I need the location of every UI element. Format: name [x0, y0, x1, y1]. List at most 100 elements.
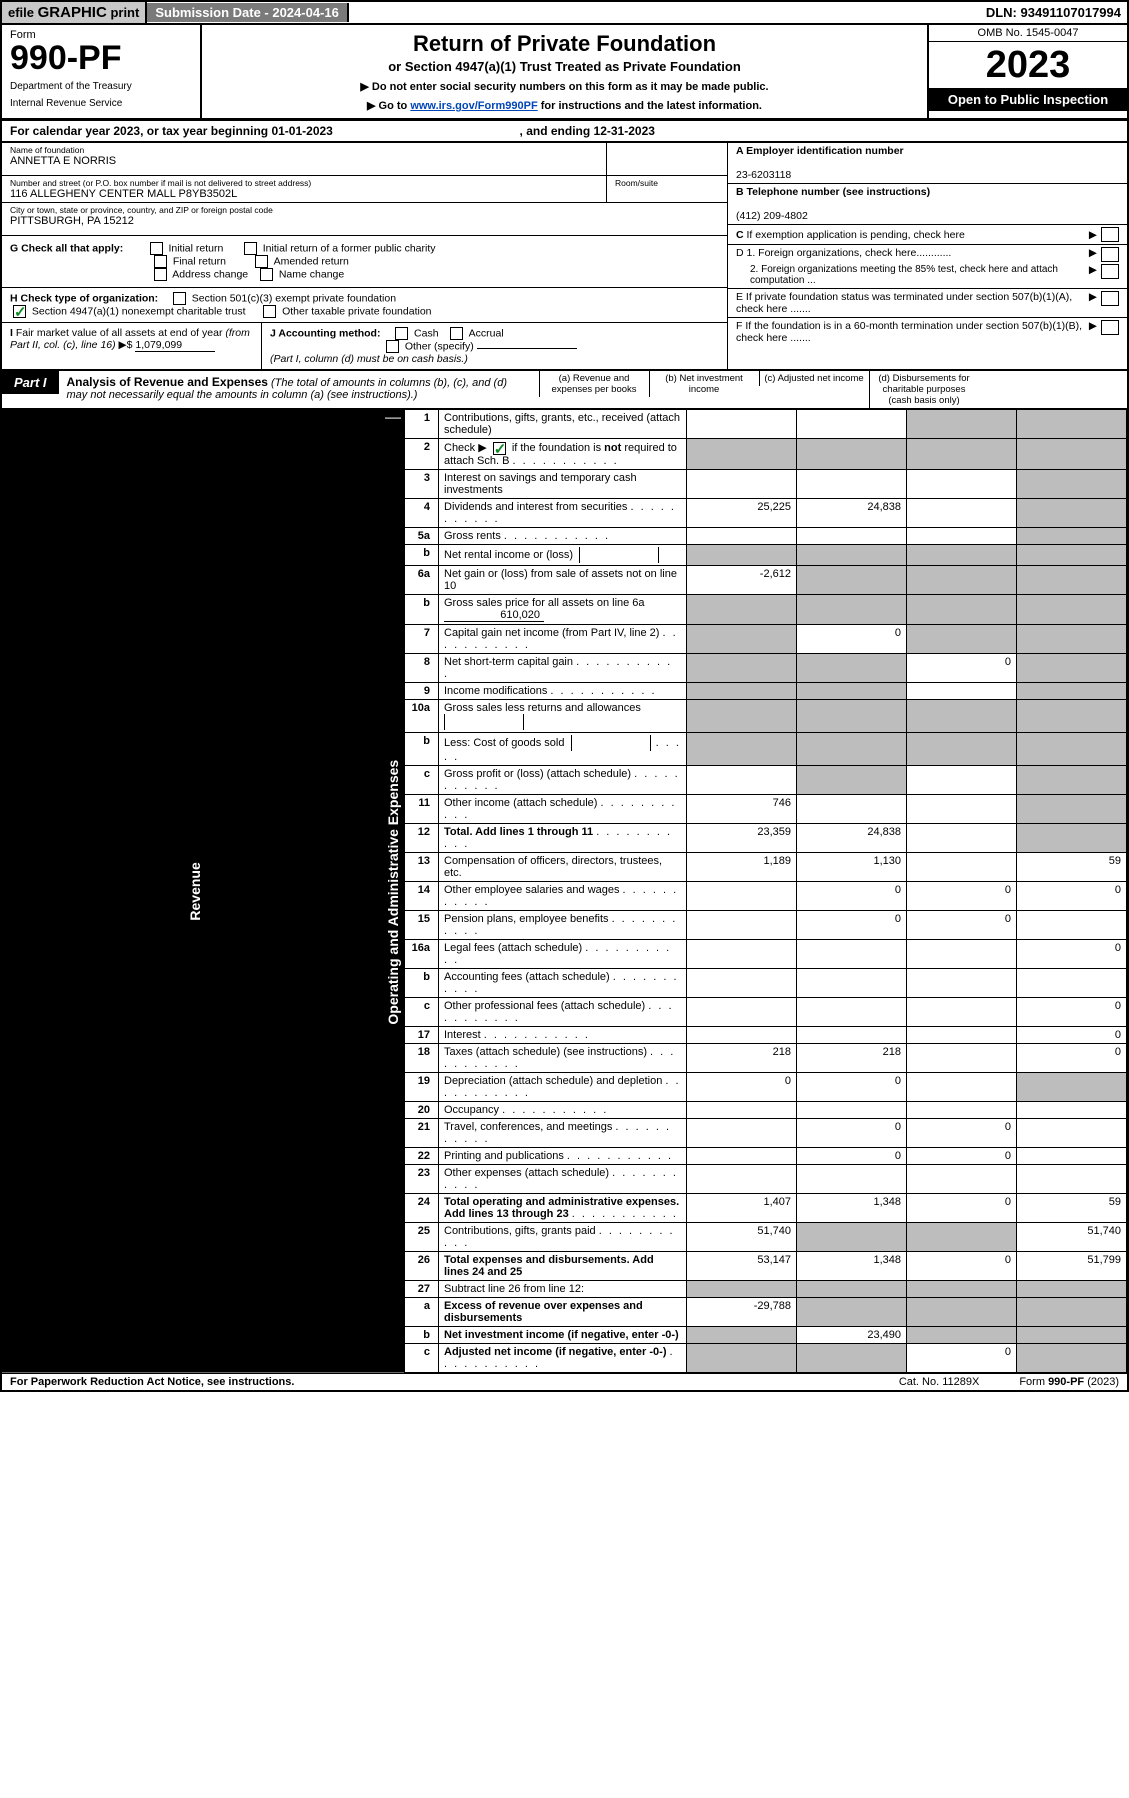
4947a1-checkbox[interactable]: [13, 305, 26, 318]
f-text: F If the foundation is in a 60-month ter…: [736, 320, 1085, 344]
submission-date: Submission Date - 2024-04-16: [147, 3, 349, 22]
table-row: bNet rental income or (loss): [405, 544, 1127, 565]
irs-link[interactable]: www.irs.gov/Form990PF: [410, 100, 537, 112]
d1-checkbox[interactable]: [1101, 247, 1119, 262]
graphic-text: GRAPHIC: [38, 4, 107, 21]
table-row: 27Subtract line 26 from line 12:: [405, 1280, 1127, 1297]
dept-treasury: Department of the Treasury: [10, 81, 192, 92]
tax-year: 2023: [929, 42, 1127, 88]
dln: DLN: 93491107017994: [980, 3, 1127, 22]
table-row: 24Total operating and administrative exp…: [405, 1193, 1127, 1222]
table-row: 22Printing and publications 00: [405, 1147, 1127, 1164]
efile-text: efile: [8, 5, 34, 20]
table-row: 15Pension plans, employee benefits 00: [405, 910, 1127, 939]
table-row: aExcess of revenue over expenses and dis…: [405, 1297, 1127, 1326]
e-text: E If private foundation status was termi…: [736, 291, 1085, 315]
form-number: 990-PF: [10, 41, 192, 75]
c-checkbox[interactable]: [1101, 227, 1119, 242]
schb-checkbox[interactable]: [493, 442, 506, 455]
table-row: 10aGross sales less returns and allowanc…: [405, 699, 1127, 732]
part1-table-wrap: Revenue Operating and Administrative Exp…: [0, 410, 1129, 1373]
name-label: Name of foundation: [10, 145, 598, 155]
table-row: 1Contributions, gifts, grants, etc., rec…: [405, 410, 1127, 439]
room-label: Room/suite: [615, 178, 719, 188]
addr-label: Number and street (or P.O. box number if…: [10, 178, 598, 188]
city-state-zip: PITTSBURGH, PA 15212: [10, 215, 719, 227]
table-row: 5aGross rents: [405, 527, 1127, 544]
table-row: 20Occupancy: [405, 1101, 1127, 1118]
foundation-name: ANNETTA E NORRIS: [10, 155, 598, 167]
d1-text: D 1. Foreign organizations, check here..…: [736, 247, 1085, 262]
g-label: G Check all that apply:: [10, 242, 123, 254]
note-goto: ▶ Go to www.irs.gov/Form990PF for instru…: [214, 99, 915, 112]
table-row: 17Interest 0: [405, 1026, 1127, 1043]
table-row: 11Other income (attach schedule) 746: [405, 794, 1127, 823]
part1-title: Analysis of Revenue and Expenses: [67, 375, 268, 389]
c-text: If exemption application is pending, che…: [747, 229, 965, 241]
table-row: bGross sales price for all assets on lin…: [405, 594, 1127, 624]
amended-return-checkbox[interactable]: [255, 255, 268, 268]
table-row: 12Total. Add lines 1 through 11 23,35924…: [405, 823, 1127, 852]
city-label: City or town, state or province, country…: [10, 205, 719, 215]
name-change-checkbox[interactable]: [260, 268, 273, 281]
part1-table: 1Contributions, gifts, grants, etc., rec…: [404, 410, 1127, 1373]
other-taxable-checkbox[interactable]: [263, 305, 276, 318]
fmv-value: 1,079,099: [135, 339, 215, 352]
e-checkbox[interactable]: [1101, 291, 1119, 306]
revenue-side-label: Revenue: [5, 418, 385, 1365]
calendar-year-row: For calendar year 2023, or tax year begi…: [0, 120, 1129, 143]
initial-former-checkbox[interactable]: [244, 242, 257, 255]
part1-header: Part I Analysis of Revenue and Expenses …: [0, 371, 1129, 410]
open-inspection: Open to Public Inspection: [929, 88, 1127, 111]
year-end: 12-31-2023: [594, 124, 655, 138]
table-row: 14Other employee salaries and wages 000: [405, 881, 1127, 910]
expenses-side-label: Operating and Administrative Expenses: [385, 418, 401, 1365]
d2-checkbox[interactable]: [1101, 264, 1119, 279]
initial-return-checkbox[interactable]: [150, 242, 163, 255]
table-row: bLess: Cost of goods sold: [405, 732, 1127, 765]
paperwork-notice: For Paperwork Reduction Act Notice, see …: [10, 1376, 899, 1388]
form-ref: Form 990-PF (2023): [1019, 1376, 1119, 1388]
table-row: 23Other expenses (attach schedule): [405, 1164, 1127, 1193]
501c3-checkbox[interactable]: [173, 292, 186, 305]
table-row: 19Depreciation (attach schedule) and dep…: [405, 1072, 1127, 1101]
table-row: bAccounting fees (attach schedule): [405, 968, 1127, 997]
table-row: 2Check ▶ if the foundation is not requir…: [405, 439, 1127, 470]
tel-value: (412) 209-4802: [736, 210, 808, 222]
table-row: bNet investment income (if negative, ent…: [405, 1326, 1127, 1343]
print-text[interactable]: print: [110, 5, 139, 20]
omb-number: OMB No. 1545-0047: [929, 25, 1127, 42]
table-row: 7Capital gain net income (from Part IV, …: [405, 624, 1127, 653]
tel-label: B Telephone number (see instructions): [736, 186, 930, 198]
form-header: Form 990-PF Department of the Treasury I…: [0, 25, 1129, 120]
table-row: 6aNet gain or (loss) from sale of assets…: [405, 565, 1127, 594]
accrual-checkbox[interactable]: [450, 327, 463, 340]
cash-checkbox[interactable]: [395, 327, 408, 340]
other-method-checkbox[interactable]: [386, 340, 399, 353]
table-row: 3Interest on savings and temporary cash …: [405, 469, 1127, 498]
cat-no: Cat. No. 11289X: [899, 1376, 980, 1388]
table-row: 18Taxes (attach schedule) (see instructi…: [405, 1043, 1127, 1072]
table-row: 25Contributions, gifts, grants paid 51,7…: [405, 1222, 1127, 1251]
col-d-header: (d) Disbursements for charitable purpose…: [869, 371, 979, 408]
table-row: 21Travel, conferences, and meetings 00: [405, 1118, 1127, 1147]
table-row: 8Net short-term capital gain 0: [405, 653, 1127, 682]
f-checkbox[interactable]: [1101, 320, 1119, 335]
part1-label: Part I: [2, 371, 59, 394]
col-c-header: (c) Adjusted net income: [759, 371, 869, 386]
address-change-checkbox[interactable]: [154, 268, 167, 281]
note-ssn: ▶ Do not enter social security numbers o…: [214, 80, 915, 93]
table-row: cOther professional fees (attach schedul…: [405, 997, 1127, 1026]
form-title: Return of Private Foundation: [214, 31, 915, 57]
h-label: H Check type of organization:: [10, 292, 158, 304]
table-row: 16aLegal fees (attach schedule) 0: [405, 939, 1127, 968]
final-return-checkbox[interactable]: [154, 255, 167, 268]
table-row: 9Income modifications: [405, 682, 1127, 699]
j-label: J Accounting method:: [270, 327, 380, 339]
efile-block: efile GRAPHIC print: [2, 2, 147, 23]
table-row: 26Total expenses and disbursements. Add …: [405, 1251, 1127, 1280]
table-row: 13Compensation of officers, directors, t…: [405, 852, 1127, 881]
top-bar: efile GRAPHIC print Submission Date - 20…: [0, 0, 1129, 25]
table-row: 4Dividends and interest from securities …: [405, 498, 1127, 527]
j-note: (Part I, column (d) must be on cash basi…: [270, 353, 468, 365]
